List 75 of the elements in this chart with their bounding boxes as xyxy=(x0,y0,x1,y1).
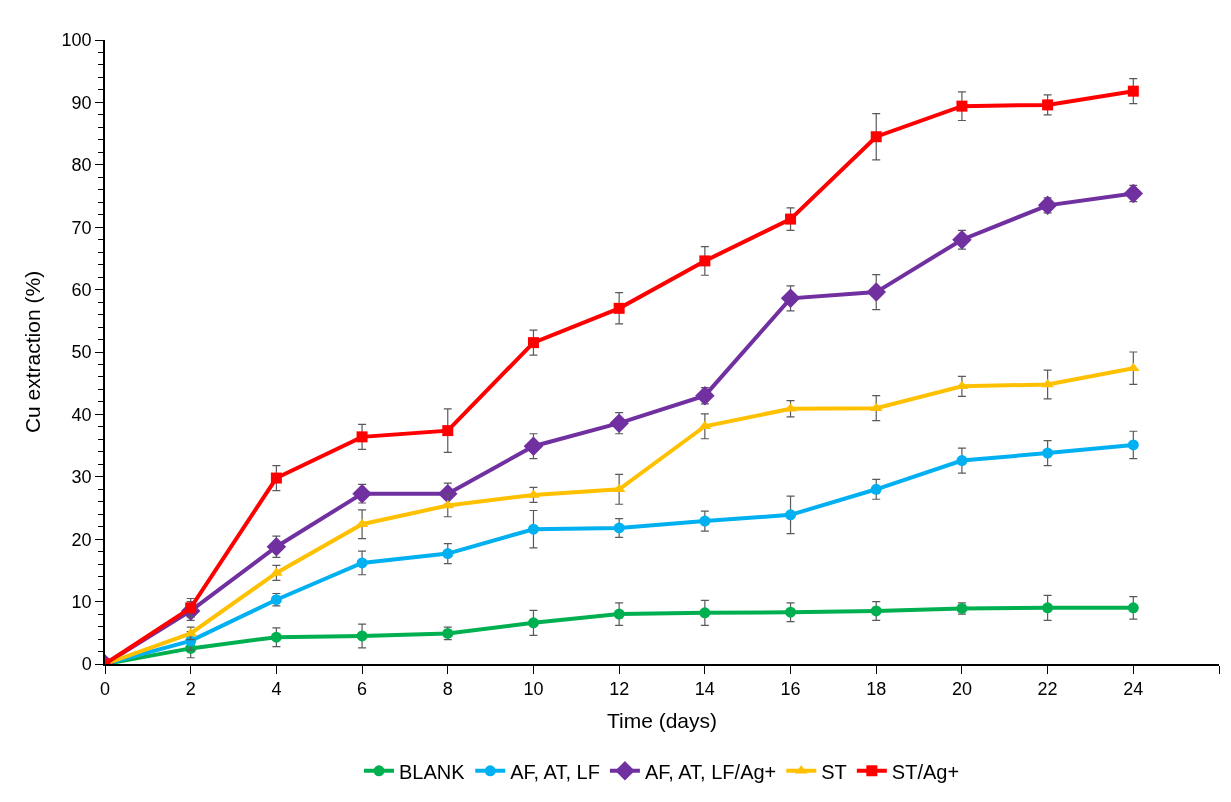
point xyxy=(613,302,625,314)
y-tick-label: 60 xyxy=(71,279,92,300)
point xyxy=(1042,447,1054,459)
point xyxy=(523,436,544,456)
x-tick-label: 4 xyxy=(271,679,282,700)
point xyxy=(1037,195,1058,216)
point xyxy=(870,131,882,143)
y-tick-label: 0 xyxy=(81,654,92,675)
x-tick-label: 0 xyxy=(99,679,111,700)
x-axis-title: Time (days) xyxy=(606,709,718,733)
point xyxy=(612,483,626,493)
point xyxy=(356,557,368,569)
y-tick-label: 90 xyxy=(71,92,92,113)
point xyxy=(442,425,454,437)
point xyxy=(356,630,368,642)
point xyxy=(270,631,282,643)
x-tick-label: 18 xyxy=(866,679,887,700)
y-tick-label: 20 xyxy=(71,529,92,550)
point xyxy=(695,385,715,406)
point xyxy=(1127,439,1139,451)
point xyxy=(613,608,625,620)
x-tick-label: 2 xyxy=(185,679,196,700)
x-tick-label: 22 xyxy=(1037,679,1058,700)
point xyxy=(1042,99,1054,111)
y-tick-label: 40 xyxy=(71,404,92,425)
point xyxy=(352,483,372,504)
point xyxy=(356,431,368,443)
point xyxy=(780,288,801,309)
point xyxy=(785,606,797,618)
legend-label: AF, AT, LF/Ag+ xyxy=(644,760,777,783)
point xyxy=(785,509,797,521)
x-tick-label: 20 xyxy=(951,679,972,700)
point xyxy=(442,548,454,560)
point xyxy=(438,483,458,504)
x-tick-label: 24 xyxy=(1123,679,1144,700)
point xyxy=(866,282,886,302)
point xyxy=(956,100,968,112)
y-tick-label: 50 xyxy=(71,342,92,363)
point xyxy=(609,413,629,433)
y-tick-label: 100 xyxy=(61,30,92,51)
y-axis-title: Cu extraction (%) xyxy=(21,270,45,434)
y-tick-label: 10 xyxy=(71,591,92,612)
point xyxy=(527,337,539,349)
point xyxy=(870,605,882,617)
point xyxy=(1041,378,1054,388)
point xyxy=(266,536,287,557)
y-tick-label: 70 xyxy=(71,217,92,238)
x-tick-label: 12 xyxy=(609,679,630,700)
point xyxy=(870,483,882,495)
x-tick-label: 10 xyxy=(523,679,544,700)
point xyxy=(1123,183,1144,204)
legend-label: ST/Ag+ xyxy=(891,760,960,783)
x-tick-label: 14 xyxy=(694,679,715,700)
point xyxy=(698,420,712,430)
legend-label: ST xyxy=(821,760,847,783)
point xyxy=(785,213,797,225)
point xyxy=(1127,85,1139,97)
point xyxy=(699,515,711,527)
point xyxy=(952,229,972,250)
point xyxy=(527,617,539,629)
point xyxy=(699,255,711,267)
point xyxy=(270,472,282,484)
point xyxy=(1127,602,1139,614)
y-tick-label: 80 xyxy=(71,155,92,176)
point xyxy=(1042,602,1054,614)
x-tick-label: 16 xyxy=(780,679,801,700)
point xyxy=(956,455,968,467)
point xyxy=(699,607,711,619)
legend-label: AF, AT, LF xyxy=(510,760,600,783)
point xyxy=(527,523,539,535)
x-tick-label: 6 xyxy=(357,679,368,700)
y-tick-label: 30 xyxy=(71,467,92,488)
point xyxy=(613,522,625,534)
x-tick-label: 8 xyxy=(442,679,453,700)
legend-label: BLANK xyxy=(399,760,466,783)
